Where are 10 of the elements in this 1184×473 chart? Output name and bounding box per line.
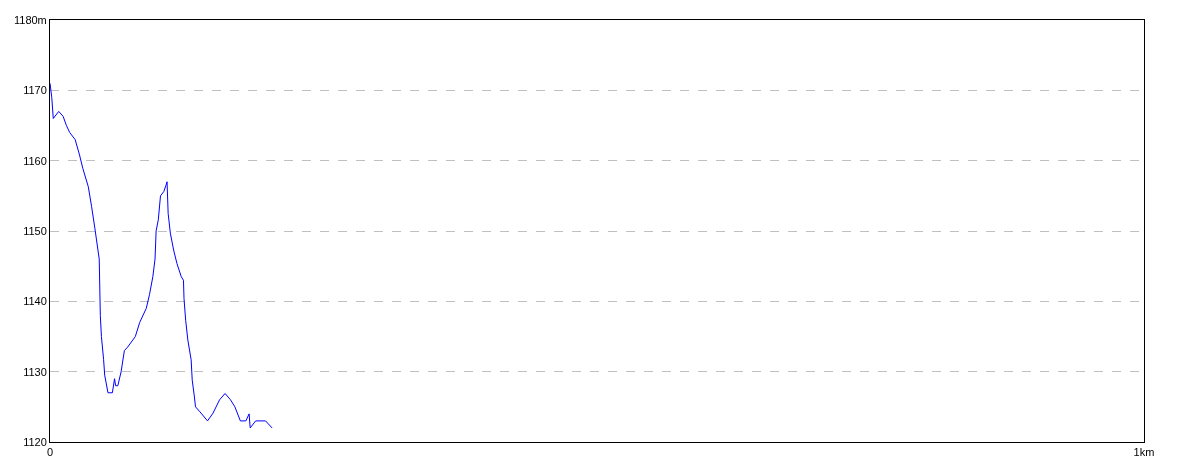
x-tick-label: 0: [46, 446, 54, 459]
line-series: [50, 82, 273, 429]
y-tick-label: 1160: [23, 154, 47, 167]
y-tick-label: 1150: [23, 224, 47, 237]
y-tick-label: 1140: [23, 295, 47, 308]
y-tick-label: 1180m: [13, 13, 47, 26]
y-tick-label: 1170: [23, 84, 47, 97]
x-tick-label: 1km: [1133, 446, 1155, 459]
y-tick-label: 1130: [23, 365, 47, 378]
y-tick-label: 1120: [23, 435, 47, 448]
